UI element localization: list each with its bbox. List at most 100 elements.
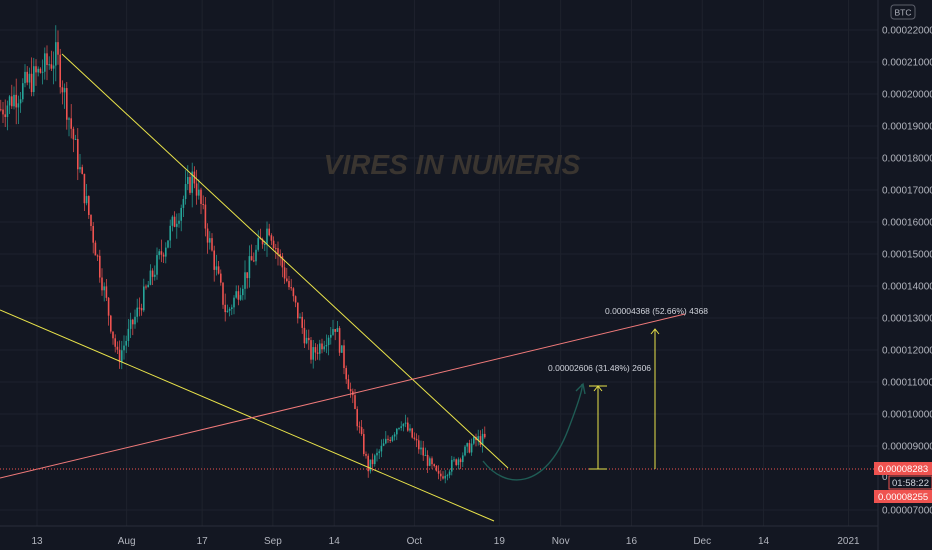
measure-2-label: 0.00004368 (52.66%) 4368	[605, 306, 708, 316]
candle-body	[371, 459, 374, 465]
candle-body	[233, 297, 235, 308]
candle-body	[345, 368, 347, 380]
candle-body	[239, 295, 242, 300]
candle-body	[13, 94, 15, 107]
candle-body	[453, 459, 455, 461]
candle-body	[292, 288, 295, 297]
candle-body	[70, 118, 72, 129]
candle-body	[283, 267, 286, 279]
price-tick-label: 0.00015000	[882, 250, 932, 261]
candle-body	[176, 223, 178, 227]
currency-badge[interactable]: BTC	[890, 4, 916, 20]
candle-body	[189, 177, 191, 193]
candle-body	[237, 291, 240, 300]
candle-body	[37, 68, 39, 73]
candle-body	[187, 177, 189, 184]
candle-body	[413, 437, 416, 439]
resistance-line[interactable]	[0, 313, 686, 479]
lower-trendline[interactable]	[0, 309, 495, 522]
candle-body	[319, 343, 321, 354]
candle-body	[477, 436, 479, 441]
candle-body	[118, 349, 121, 363]
candle-body	[305, 337, 308, 344]
marker-price-badge: 0.00008255	[874, 490, 932, 503]
candle-body	[411, 428, 413, 438]
candle-body	[294, 296, 297, 303]
candle-body	[327, 337, 330, 345]
candle-body	[367, 455, 369, 472]
candle-body	[272, 240, 275, 249]
candle-body	[88, 196, 90, 215]
candle-body	[11, 96, 13, 107]
candle-body	[391, 436, 394, 441]
candle-body	[253, 260, 255, 262]
countdown-badge: 01:58:22	[888, 475, 932, 490]
time-tick-label: 14	[329, 536, 341, 547]
price-tick-label: 0.00020000	[882, 90, 932, 101]
price-tick-label: 0.00011000	[882, 378, 932, 389]
candle-body	[184, 183, 187, 200]
candle-body	[257, 238, 259, 250]
candle-body	[191, 171, 193, 193]
candle-body	[336, 328, 339, 332]
candle-body	[123, 345, 125, 351]
candle-body	[127, 328, 130, 341]
candle-body	[426, 454, 429, 466]
candle-body	[35, 66, 37, 73]
candle-body	[374, 455, 376, 465]
time-axis[interactable]: 13 Aug 17 Sep 14 Oct 19 Nov 16 Dec 14 2021	[31, 536, 860, 547]
candle-body	[0, 109, 2, 111]
candle-body	[28, 73, 31, 83]
candle-body	[79, 167, 81, 170]
candle-body	[466, 443, 468, 447]
candle-body	[121, 350, 123, 363]
candle-body	[103, 286, 105, 291]
drawings[interactable]: 0.00002606 (31.48%) 2606 0.00004368 (52.…	[0, 53, 878, 522]
candle-body	[433, 464, 435, 466]
candle-body	[48, 64, 50, 66]
candle-body	[195, 183, 198, 196]
candle-body	[369, 459, 372, 472]
candle-body	[297, 302, 299, 319]
candle-body	[151, 270, 154, 277]
time-tick-label: 2021	[837, 536, 860, 547]
candle-body	[481, 433, 484, 445]
candle-body	[169, 225, 171, 241]
candle-body	[451, 459, 453, 472]
price-tick-label: 0.00014000	[882, 282, 932, 293]
candle-body	[479, 436, 482, 445]
candles	[0, 25, 486, 484]
candle-body	[136, 307, 138, 317]
price-axis[interactable]: 0.00022000 0.00021000 0.00020000 0.00019000…	[882, 26, 932, 517]
candle-body	[63, 88, 66, 93]
candle-body	[235, 291, 237, 298]
candle-body	[143, 286, 145, 311]
candle-body	[158, 251, 160, 256]
candle-body	[310, 340, 312, 360]
candle-body	[24, 71, 26, 84]
candle-body	[363, 434, 365, 454]
candle-body	[330, 334, 332, 338]
candle-body	[288, 281, 290, 288]
candle-body	[81, 167, 83, 174]
candle-body	[156, 255, 158, 275]
marker-price-label: 0.00008255	[878, 492, 928, 503]
time-tick-label: 13	[31, 536, 43, 547]
candle-body	[299, 316, 301, 319]
candle-body	[446, 475, 449, 477]
upper-trendline[interactable]	[61, 53, 509, 469]
time-tick-label: Dec	[693, 536, 711, 547]
candle-body	[173, 216, 176, 227]
candle-body	[41, 71, 44, 73]
candle-body	[213, 250, 215, 270]
candle-body	[279, 253, 281, 257]
candle-body	[402, 423, 405, 427]
measure-2-arrowhead	[650, 328, 660, 335]
candle-body	[154, 274, 156, 277]
candle-body	[105, 286, 108, 298]
candle-body	[323, 346, 325, 350]
candle-body	[96, 255, 99, 257]
candle-body	[349, 389, 352, 392]
candle-body	[270, 235, 273, 241]
